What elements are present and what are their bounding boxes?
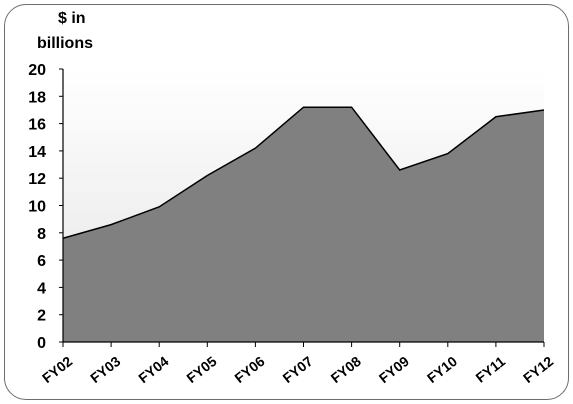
y-axis-label-line2: billions — [37, 35, 93, 52]
x-tick-label: FY02 — [39, 353, 75, 386]
y-tick-label: 8 — [37, 226, 46, 243]
y-tick-label: 4 — [37, 280, 46, 297]
x-tick-label: FY04 — [135, 353, 171, 386]
y-tick-label: 6 — [37, 253, 46, 270]
x-axis-ticks: FY02 FY03 FY04 FY05 FY06 FY07 FY08 FY09 FY10 FY11… — [39, 342, 556, 386]
y-tick-label: 14 — [28, 144, 46, 161]
y-tick-label: 0 — [37, 335, 46, 352]
y-tick-label: 20 — [28, 62, 46, 79]
x-tick-label: FY05 — [183, 353, 219, 386]
x-tick-label: FY03 — [87, 353, 123, 386]
y-tick-label: 18 — [28, 89, 46, 106]
x-tick-label: FY09 — [376, 353, 412, 386]
x-tick-label: FY12 — [520, 353, 556, 386]
x-tick-label: FY07 — [280, 353, 316, 386]
x-tick-label: FY08 — [328, 353, 364, 386]
area-series — [63, 107, 544, 342]
y-axis-ticks: 0 2 4 6 8 10 12 14 16 18 20 — [28, 62, 63, 352]
x-tick-label: FY11 — [473, 353, 509, 386]
series-line — [62, 106, 545, 239]
y-tick-label: 2 — [37, 308, 46, 325]
x-tick-label: FY06 — [231, 353, 267, 386]
y-tick-label: 12 — [28, 171, 46, 188]
y-axis-label-line1: $ in — [58, 10, 86, 27]
y-tick-label: 10 — [28, 199, 46, 216]
x-tick-label: FY10 — [424, 353, 460, 386]
y-tick-label: 16 — [28, 117, 46, 134]
